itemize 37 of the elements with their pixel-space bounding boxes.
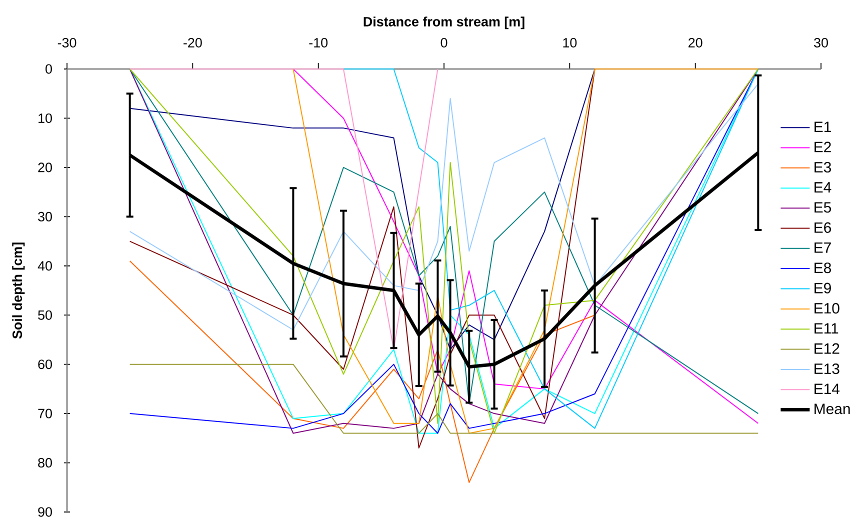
y-tick-label: 50: [38, 310, 52, 320]
x-tick-label: 0: [440, 38, 448, 48]
x-tick-label: -20: [184, 38, 202, 48]
legend-label: E10: [814, 302, 840, 314]
y-tick-label: 60: [38, 360, 52, 370]
y-tick-label: 80: [38, 458, 52, 468]
y-tick-label: 10: [38, 113, 52, 123]
y-tick-label: 0: [46, 64, 52, 74]
line-series: [129, 68, 596, 350]
legend-label: E14: [814, 384, 840, 394]
x-tick-label: 20: [688, 38, 702, 48]
legend-label: E6: [814, 222, 831, 233]
legend-label: E5: [814, 202, 832, 213]
legend-label: E7: [814, 242, 831, 253]
x-tick-label: -30: [58, 38, 76, 48]
x-tick-label: 30: [814, 38, 828, 48]
legend-label: E12: [814, 343, 840, 354]
legend-label: E2: [814, 142, 831, 152]
line-series: [129, 83, 759, 330]
y-tick-label: 90: [38, 507, 52, 517]
legend-label: E3: [814, 162, 831, 173]
legend-label: E13: [814, 363, 840, 374]
line-series: [129, 260, 596, 483]
legend-label: E9: [814, 282, 831, 294]
legend-label: E1: [814, 122, 831, 132]
x-tick-label: -10: [309, 38, 328, 48]
legend-label: E8: [814, 262, 831, 274]
y-tick-label: 20: [38, 162, 52, 172]
legend-label: E11: [814, 323, 838, 334]
y-axis-title: Soil depth [cm]: [12, 242, 25, 339]
legend-label: Mean: [814, 404, 850, 414]
legend-label: E4: [814, 182, 832, 192]
x-axis-title: Distance from stream [m]: [364, 16, 524, 30]
x-tick-label: 10: [563, 38, 577, 48]
y-tick-label: 70: [38, 408, 52, 418]
y-tick-label: 40: [38, 261, 52, 271]
y-tick-label: 30: [38, 212, 52, 222]
